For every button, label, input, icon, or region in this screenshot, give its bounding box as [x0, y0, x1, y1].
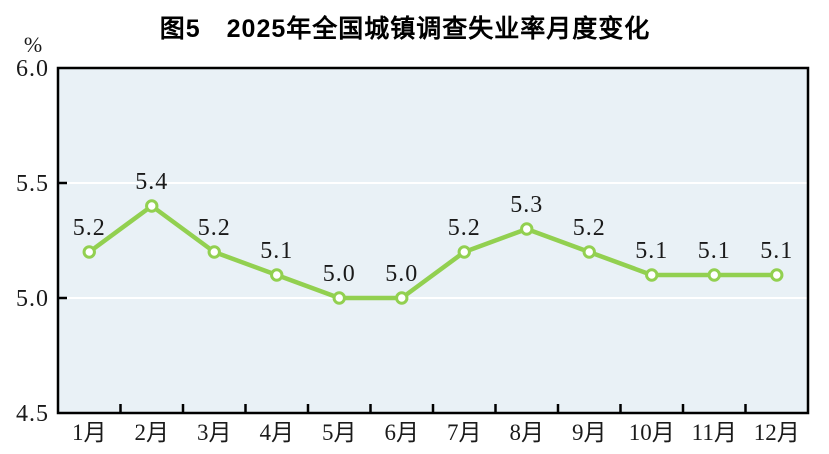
x-tick-label: 1月 — [72, 420, 107, 445]
data-label: 5.0 — [385, 261, 418, 287]
data-label: 5.1 — [635, 238, 668, 264]
data-label: 5.2 — [573, 215, 606, 241]
data-label: 5.1 — [698, 238, 731, 264]
x-tick-label: 10月 — [629, 420, 675, 445]
data-point — [520, 222, 534, 236]
data-point — [332, 291, 346, 305]
data-label: 5.0 — [323, 261, 356, 287]
x-tick-label: 5月 — [322, 420, 357, 445]
data-point — [707, 268, 721, 282]
y-tick-label: 4.5 — [16, 401, 49, 427]
y-axis-unit-label: % — [24, 32, 42, 57]
data-point — [207, 245, 221, 259]
x-tick-label: 2月 — [135, 420, 170, 445]
x-tick-label: 7月 — [447, 420, 482, 445]
data-point — [457, 245, 471, 259]
x-tick-label: 12月 — [754, 420, 800, 445]
data-point — [582, 245, 596, 259]
data-point — [145, 199, 159, 213]
plot-area — [58, 68, 808, 413]
data-label: 5.3 — [510, 192, 543, 218]
data-point — [770, 268, 784, 282]
y-tick-label: 6.0 — [16, 56, 49, 82]
data-point — [645, 268, 659, 282]
data-label: 5.2 — [448, 215, 481, 241]
x-tick-label: 11月 — [692, 420, 737, 445]
data-label: 5.4 — [135, 169, 168, 195]
x-tick-label: 4月 — [260, 420, 295, 445]
x-tick-label: 6月 — [385, 420, 420, 445]
data-label: 5.1 — [760, 238, 793, 264]
y-tick-label: 5.5 — [16, 171, 49, 197]
x-tick-label: 8月 — [510, 420, 545, 445]
y-tick-label: 5.0 — [16, 286, 49, 312]
series-line — [87, 203, 779, 301]
data-point — [270, 268, 284, 282]
chart-title: 图5 2025年全国城镇调查失业率月度变化 — [159, 15, 651, 43]
data-point — [82, 245, 96, 259]
data-label: 5.2 — [198, 215, 231, 241]
data-label: 5.2 — [73, 215, 106, 241]
x-tick-label: 3月 — [197, 420, 232, 445]
x-tick-label: 9月 — [572, 420, 607, 445]
data-point — [395, 291, 409, 305]
data-label: 5.1 — [260, 238, 293, 264]
